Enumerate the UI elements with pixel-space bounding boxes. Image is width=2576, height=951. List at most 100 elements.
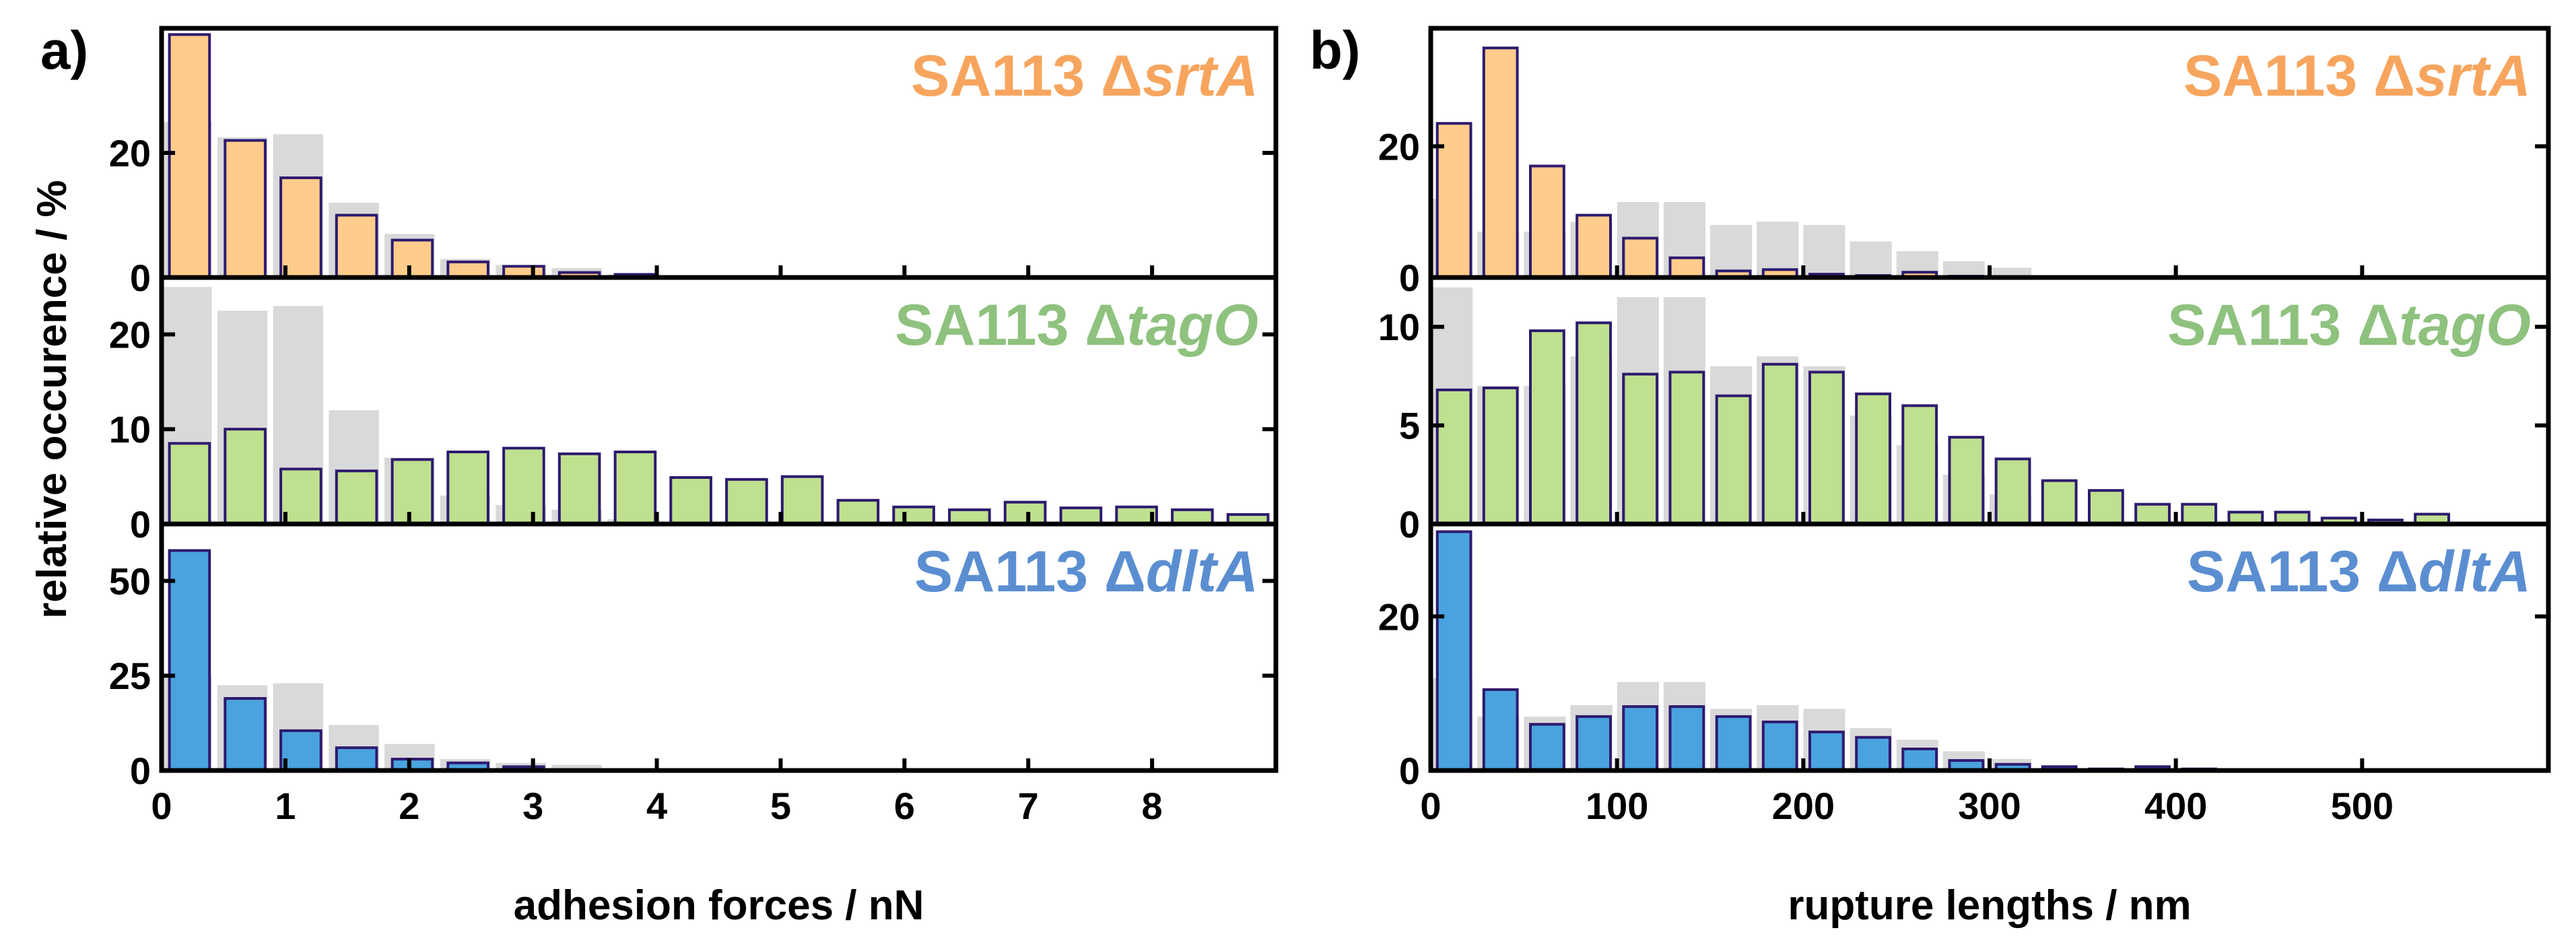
- bar: [1622, 236, 1659, 280]
- axes-frame: [159, 521, 1279, 773]
- x-tick-label: 5: [770, 785, 791, 827]
- x-axis-label: adhesion forces / nN: [514, 882, 924, 929]
- y-tick-label: 10: [1378, 306, 1420, 348]
- bar: [2041, 479, 2078, 525]
- bar: [1529, 329, 1565, 525]
- x-tick-label: 200: [1772, 785, 1835, 827]
- bar: [836, 498, 880, 525]
- x-tick-label: 300: [1958, 785, 2021, 827]
- bar: [1529, 164, 1565, 279]
- bar: [224, 697, 267, 772]
- bar: [1715, 394, 1752, 526]
- subplot-srtA: 0 20 SA113 ΔsrtA: [1378, 26, 2551, 299]
- subplot-label: SA113 ΔdltA: [914, 539, 1258, 604]
- reference-bar: [1710, 225, 1753, 277]
- panel-letter: b): [1310, 20, 1361, 80]
- panel-letter: a): [40, 20, 88, 80]
- bar: [335, 214, 378, 279]
- bar: [1855, 392, 1891, 525]
- x-tick-label: 0: [1420, 785, 1441, 827]
- bar: [391, 458, 434, 525]
- y-tick-label: 5: [1399, 405, 1420, 447]
- bar: [1575, 715, 1612, 773]
- bar: [2134, 502, 2171, 526]
- bar: [1901, 748, 1938, 772]
- bar: [1003, 500, 1047, 525]
- bar: [613, 451, 657, 525]
- subplot-dltA: 0 25 50 SA113 ΔdltA: [109, 521, 1279, 792]
- subplot-label: SA113 ΔtagO: [895, 293, 1258, 358]
- y-axis-label: relative occurence / %: [29, 180, 75, 618]
- x-tick-label: 1: [275, 785, 296, 827]
- x-tick-label: 100: [1586, 785, 1648, 827]
- subplot-label: SA113 ΔdltA: [2187, 539, 2531, 604]
- bar: [669, 476, 712, 525]
- y-tick-label: 0: [130, 503, 151, 546]
- y-tick-label: 0: [130, 750, 151, 792]
- bar: [279, 729, 323, 773]
- bar: [1668, 705, 1705, 772]
- panel-b: 0 20 SA113 ΔsrtA 0 5 10 SA113 ΔtagO 0 20 SA113 Δd…: [1310, 20, 2551, 929]
- bar: [1668, 370, 1705, 525]
- reference-bar: [551, 764, 602, 770]
- bar: [1668, 256, 1705, 279]
- bar: [1855, 735, 1891, 773]
- y-tick-label: 20: [109, 313, 151, 356]
- x-tick-label: 3: [522, 785, 543, 827]
- bar: [1994, 457, 2031, 526]
- x-tick-label: 0: [151, 785, 172, 827]
- bar: [1435, 388, 1472, 526]
- bar: [1575, 214, 1612, 279]
- subplot-label: SA113 ΔsrtA: [911, 44, 1258, 108]
- bar: [168, 549, 211, 773]
- x-tick-label: 4: [646, 785, 667, 827]
- y-tick-label: 25: [109, 655, 151, 697]
- x-tick-label: 500: [2331, 785, 2394, 827]
- bar: [725, 478, 768, 525]
- bar: [335, 469, 378, 526]
- y-tick-label: 0: [1399, 257, 1420, 299]
- bar: [391, 238, 434, 279]
- bar: [1715, 715, 1752, 773]
- bar: [2181, 502, 2218, 526]
- bar: [780, 475, 824, 525]
- bar: [446, 451, 489, 525]
- bar: [1808, 730, 1845, 773]
- bar: [2088, 489, 2124, 526]
- bar: [502, 447, 545, 526]
- reference-bar: [1757, 222, 1799, 277]
- subplot-tagO: 0 5 10 SA113 ΔtagO: [1378, 275, 2551, 546]
- bar: [1529, 723, 1565, 773]
- reference-bar: [1803, 225, 1845, 277]
- bar: [1808, 370, 1845, 525]
- x-tick-label: 6: [894, 785, 915, 827]
- bar: [1435, 530, 1472, 773]
- bar: [1948, 436, 1985, 526]
- bar: [224, 139, 267, 279]
- bar: [1622, 705, 1659, 772]
- bar: [557, 452, 601, 525]
- subplot-dltA: 0 20 SA113 ΔdltA: [1378, 521, 2551, 792]
- reference-bar: [1990, 267, 2032, 277]
- bar: [279, 176, 323, 279]
- bar: [1575, 321, 1612, 525]
- subplot-srtA: 0 20 SA113 ΔsrtA: [109, 26, 1279, 299]
- reference-bar: [1850, 241, 1892, 277]
- bar: [1059, 506, 1103, 525]
- bar: [335, 746, 378, 772]
- bar: [1761, 720, 1798, 773]
- bar: [1482, 46, 1519, 279]
- x-tick-label: 2: [399, 785, 419, 827]
- bar: [168, 33, 211, 280]
- subplot-tagO: 0 10 20 SA113 ΔtagO: [109, 275, 1279, 546]
- x-tick-label: 400: [2144, 785, 2207, 827]
- y-tick-label: 0: [130, 257, 151, 299]
- x-axis-label: rupture lengths / nm: [1788, 882, 2191, 929]
- bar: [1435, 122, 1472, 279]
- y-tick-label: 10: [109, 408, 151, 451]
- subplot-label: SA113 ΔtagO: [2167, 293, 2531, 358]
- bar: [1482, 387, 1519, 525]
- bar: [892, 505, 935, 526]
- bar: [1901, 404, 1938, 525]
